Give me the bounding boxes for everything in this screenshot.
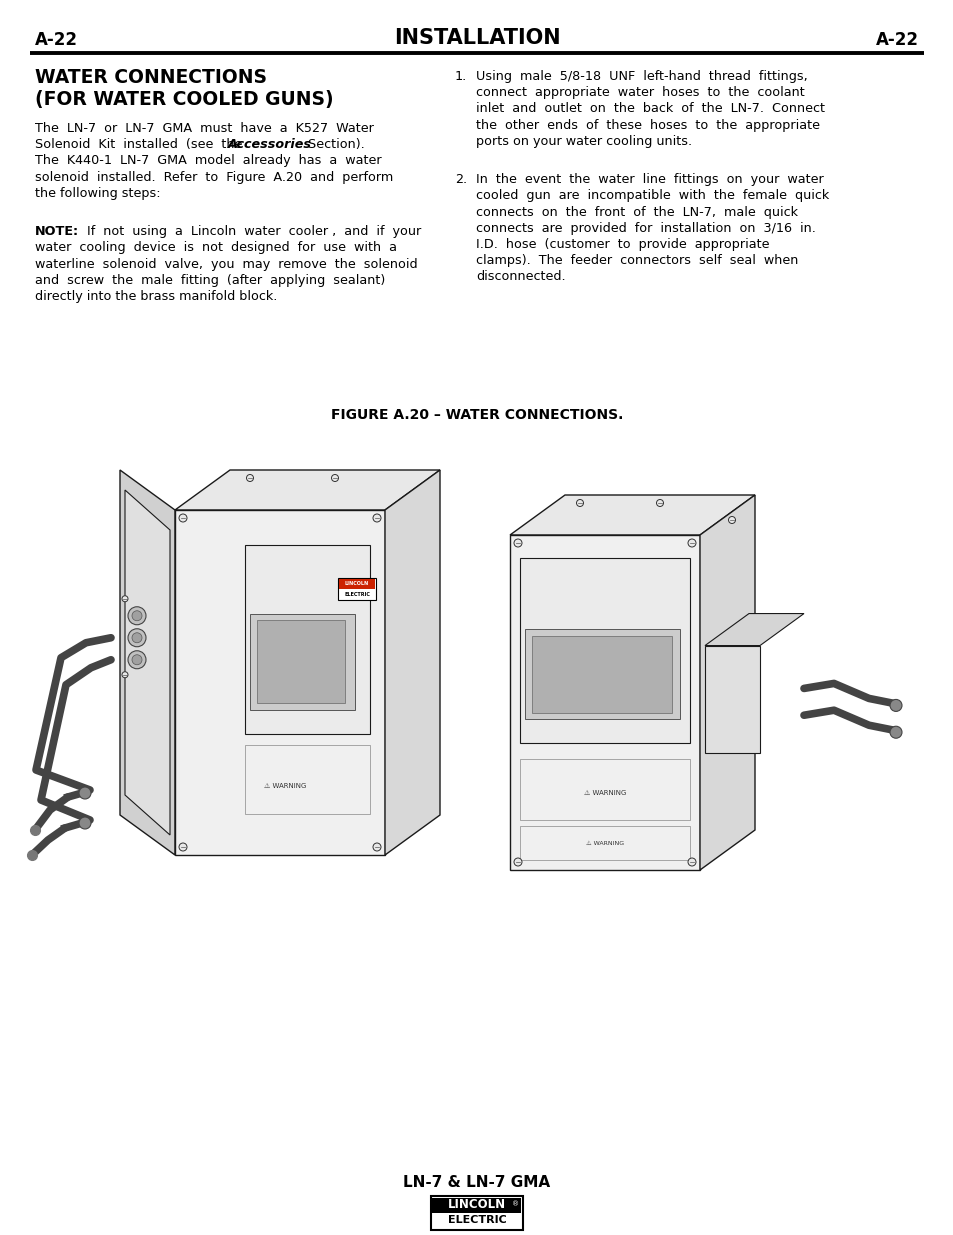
Circle shape: [728, 516, 735, 524]
Text: water  cooling  device  is  not  designed  for  use  with  a: water cooling device is not designed for…: [35, 241, 396, 254]
Text: connects  on  the  front  of  the  LN-7,  male  quick: connects on the front of the LN-7, male …: [476, 205, 797, 219]
Text: INSTALLATION: INSTALLATION: [394, 28, 559, 48]
Circle shape: [889, 699, 901, 711]
Polygon shape: [519, 558, 689, 742]
Text: ELECTRIC: ELECTRIC: [447, 1215, 506, 1225]
Text: If  not  using  a  Lincoln  water  cooler ,  and  if  your: If not using a Lincoln water cooler , an…: [79, 225, 421, 238]
Circle shape: [122, 595, 128, 601]
Circle shape: [373, 844, 380, 851]
Circle shape: [128, 629, 146, 647]
Text: connects  are  provided  for  installation  on  3/16  in.: connects are provided for installation o…: [476, 222, 815, 235]
Text: inlet  and  outlet  on  the  back  of  the  LN-7.  Connect: inlet and outlet on the back of the LN-7…: [476, 103, 824, 115]
Circle shape: [514, 538, 521, 547]
Text: ELECTRIC: ELECTRIC: [344, 593, 370, 598]
Circle shape: [179, 514, 187, 522]
Circle shape: [79, 787, 91, 799]
Text: (FOR WATER COOLED GUNS): (FOR WATER COOLED GUNS): [35, 90, 334, 109]
Text: In  the  event  the  water  line  fittings  on  your  water: In the event the water line fittings on …: [476, 173, 822, 186]
Polygon shape: [385, 471, 439, 855]
Text: cooled  gun  are  incompatible  with  the  female  quick: cooled gun are incompatible with the fem…: [476, 189, 828, 203]
Text: the  other  ends  of  these  hoses  to  the  appropriate: the other ends of these hoses to the app…: [476, 119, 820, 132]
Polygon shape: [431, 1195, 522, 1230]
Circle shape: [331, 474, 338, 482]
Text: ⚠ WARNING: ⚠ WARNING: [264, 783, 306, 789]
Text: 1.: 1.: [455, 70, 467, 83]
Polygon shape: [250, 614, 355, 710]
Text: Accessories: Accessories: [228, 138, 312, 151]
Text: ®: ®: [512, 1202, 518, 1207]
Text: LN-7 & LN-7 GMA: LN-7 & LN-7 GMA: [403, 1174, 550, 1191]
Text: 2.: 2.: [455, 173, 467, 186]
Text: disconnected.: disconnected.: [476, 270, 565, 283]
Circle shape: [687, 538, 696, 547]
Circle shape: [576, 499, 583, 506]
Polygon shape: [245, 745, 370, 814]
Circle shape: [79, 818, 91, 829]
Text: connect  appropriate  water  hoses  to  the  coolant: connect appropriate water hoses to the c…: [476, 86, 804, 99]
Text: A-22: A-22: [35, 31, 78, 49]
Circle shape: [179, 844, 187, 851]
Text: WATER CONNECTIONS: WATER CONNECTIONS: [35, 68, 267, 86]
Text: The  LN-7  or  LN-7  GMA  must  have  a  K527  Water: The LN-7 or LN-7 GMA must have a K527 Wa…: [35, 122, 374, 135]
Circle shape: [514, 858, 521, 866]
Text: the following steps:: the following steps:: [35, 186, 160, 200]
Text: LINCOLN: LINCOLN: [345, 582, 369, 587]
Circle shape: [128, 606, 146, 625]
Polygon shape: [256, 620, 345, 703]
Polygon shape: [338, 579, 375, 589]
Text: waterline  solenoid  valve,  you  may  remove  the  solenoid: waterline solenoid valve, you may remove…: [35, 258, 417, 270]
Text: and  screw  the  male  fitting  (after  applying  sealant): and screw the male fitting (after applyi…: [35, 274, 385, 287]
Circle shape: [687, 858, 696, 866]
Circle shape: [128, 651, 146, 668]
Text: Using  male  5/8-18  UNF  left-hand  thread  fittings,: Using male 5/8-18 UNF left-hand thread f…: [476, 70, 807, 83]
Polygon shape: [704, 646, 760, 753]
Polygon shape: [510, 495, 754, 535]
Text: NOTE:: NOTE:: [35, 225, 79, 238]
Polygon shape: [704, 614, 803, 646]
Polygon shape: [432, 1198, 521, 1213]
Polygon shape: [532, 636, 671, 713]
Text: The  K440-1  LN-7  GMA  model  already  has  a  water: The K440-1 LN-7 GMA model already has a …: [35, 154, 381, 168]
Text: A-22: A-22: [875, 31, 918, 49]
Circle shape: [889, 726, 901, 739]
Polygon shape: [125, 490, 170, 835]
Circle shape: [132, 655, 142, 664]
Text: solenoid  installed.  Refer  to  Figure  A.20  and  perform: solenoid installed. Refer to Figure A.20…: [35, 170, 393, 184]
Polygon shape: [510, 535, 700, 869]
Circle shape: [132, 632, 142, 642]
Polygon shape: [524, 629, 679, 719]
Text: Solenoid  Kit  installed  (see  the: Solenoid Kit installed (see the: [35, 138, 250, 151]
Text: LINCOLN: LINCOLN: [448, 1198, 505, 1210]
Polygon shape: [174, 510, 385, 855]
Text: FIGURE A.20 – WATER CONNECTIONS.: FIGURE A.20 – WATER CONNECTIONS.: [331, 408, 622, 422]
Polygon shape: [120, 471, 174, 855]
Polygon shape: [700, 495, 754, 869]
Circle shape: [122, 672, 128, 678]
Circle shape: [246, 474, 253, 482]
Circle shape: [373, 514, 380, 522]
Polygon shape: [174, 471, 439, 510]
Text: I.D.  hose  (customer  to  provide  appropriate: I.D. hose (customer to provide appropria…: [476, 238, 769, 251]
Text: directly into the brass manifold block.: directly into the brass manifold block.: [35, 290, 277, 303]
Polygon shape: [337, 578, 375, 600]
Text: ports on your water cooling units.: ports on your water cooling units.: [476, 135, 691, 148]
Text: clamps).  The  feeder  connectors  self  seal  when: clamps). The feeder connectors self seal…: [476, 254, 798, 267]
Circle shape: [132, 611, 142, 621]
Text: ⚠ WARNING: ⚠ WARNING: [585, 841, 623, 846]
Text: ⚠ WARNING: ⚠ WARNING: [583, 790, 625, 795]
Polygon shape: [245, 545, 370, 735]
Text: Section).: Section).: [299, 138, 364, 151]
Circle shape: [656, 499, 662, 506]
Polygon shape: [519, 826, 689, 860]
Polygon shape: [519, 760, 689, 820]
